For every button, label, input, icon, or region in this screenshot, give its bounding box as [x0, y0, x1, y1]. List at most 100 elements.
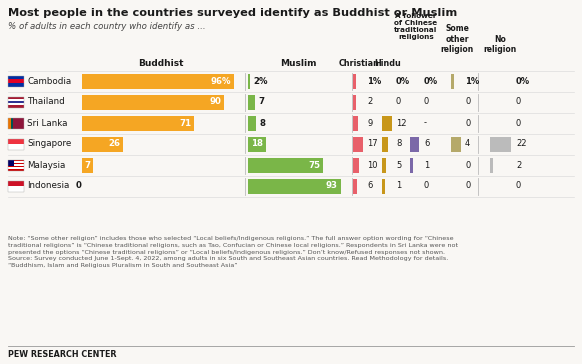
Bar [382, 178, 385, 194]
Text: 18: 18 [251, 139, 263, 149]
Bar [82, 115, 194, 131]
Text: 1%: 1% [367, 76, 381, 86]
Bar [353, 74, 356, 88]
Bar [8, 166, 24, 167]
Bar [8, 118, 11, 128]
Text: 0%: 0% [424, 76, 438, 86]
Bar [8, 105, 24, 107]
Text: 22: 22 [516, 139, 527, 149]
Text: A follower
of Chinese
traditional
religions: A follower of Chinese traditional religi… [395, 13, 438, 40]
Text: 0: 0 [424, 98, 430, 107]
Text: 9: 9 [367, 119, 372, 127]
Bar [382, 115, 392, 131]
Text: 17: 17 [367, 139, 378, 149]
Text: 75: 75 [308, 161, 320, 170]
Text: Malaysia: Malaysia [27, 161, 65, 170]
Text: Muslim: Muslim [280, 59, 316, 68]
Bar [410, 158, 413, 173]
Text: 0: 0 [465, 161, 470, 170]
Text: 1: 1 [396, 182, 401, 190]
Text: 2: 2 [516, 161, 521, 170]
Bar [248, 136, 266, 151]
Text: Singapore: Singapore [27, 139, 71, 149]
Text: 7: 7 [258, 98, 264, 107]
Bar [8, 163, 24, 164]
Bar [382, 136, 388, 151]
Bar [353, 95, 356, 110]
Bar [8, 96, 24, 107]
Bar [353, 136, 363, 151]
Bar [8, 103, 24, 105]
Text: 10: 10 [367, 161, 378, 170]
Bar [353, 178, 357, 194]
Bar [490, 158, 493, 173]
Bar [451, 136, 460, 151]
Bar [8, 83, 24, 87]
Text: 8: 8 [259, 119, 265, 127]
Text: 4: 4 [465, 139, 470, 149]
Bar [353, 158, 359, 173]
Text: Indonesia: Indonesia [27, 182, 69, 190]
Bar [8, 99, 24, 101]
Bar [8, 161, 24, 163]
Text: 2%: 2% [253, 76, 268, 86]
Bar [8, 159, 24, 170]
Text: 0: 0 [465, 119, 470, 127]
Text: 96%: 96% [210, 76, 230, 86]
Bar [382, 158, 386, 173]
Text: Most people in the countries surveyed identify as Buddhist or Muslim: Most people in the countries surveyed id… [8, 8, 457, 18]
Text: 0: 0 [465, 182, 470, 190]
Bar [490, 136, 511, 151]
Text: Sri Lanka: Sri Lanka [27, 119, 68, 127]
Text: No
religion: No religion [484, 35, 517, 55]
Bar [8, 167, 24, 169]
Text: 12: 12 [396, 119, 406, 127]
Text: 1%: 1% [465, 76, 479, 86]
Text: 26: 26 [108, 139, 120, 149]
Text: 2: 2 [367, 98, 372, 107]
Text: Hindu: Hindu [375, 59, 402, 68]
Text: Cambodia: Cambodia [27, 76, 71, 86]
Text: Note: “Some other religion” includes those who selected “Local beliefs/Indigenou: Note: “Some other religion” includes tho… [8, 236, 458, 268]
Bar [11, 118, 13, 128]
Text: 90: 90 [210, 98, 221, 107]
Bar [8, 101, 24, 103]
Text: 93: 93 [326, 182, 338, 190]
Bar [248, 95, 255, 110]
Text: Thailand: Thailand [27, 98, 65, 107]
Bar [410, 136, 419, 151]
Bar [8, 169, 24, 170]
Text: 0: 0 [516, 182, 521, 190]
Text: 0: 0 [396, 98, 401, 107]
Text: 0%: 0% [396, 76, 410, 86]
Bar [82, 158, 93, 173]
Bar [8, 186, 24, 191]
Bar [8, 138, 24, 150]
Text: 0: 0 [516, 98, 521, 107]
Text: Christian: Christian [339, 59, 379, 68]
Bar [82, 95, 224, 110]
Text: 0: 0 [516, 119, 521, 127]
Text: -: - [424, 119, 427, 127]
Text: 1: 1 [424, 161, 430, 170]
Bar [8, 118, 24, 128]
Text: 5: 5 [396, 161, 401, 170]
Text: % of adults in each country who identify as ...: % of adults in each country who identify… [8, 22, 205, 31]
Text: 6: 6 [424, 139, 430, 149]
Bar [451, 74, 454, 88]
Text: 7: 7 [84, 161, 90, 170]
Bar [248, 178, 341, 194]
Text: Buddhist: Buddhist [139, 59, 184, 68]
Bar [8, 96, 24, 99]
Text: Some
other
religion: Some other religion [441, 24, 474, 55]
Text: 0%: 0% [516, 76, 530, 86]
Text: 0: 0 [465, 98, 470, 107]
Bar [248, 158, 323, 173]
Bar [8, 181, 24, 191]
Text: 6: 6 [367, 182, 372, 190]
Bar [8, 159, 15, 166]
Bar [8, 75, 24, 87]
Bar [82, 136, 123, 151]
Bar [8, 75, 24, 79]
Bar [353, 115, 359, 131]
